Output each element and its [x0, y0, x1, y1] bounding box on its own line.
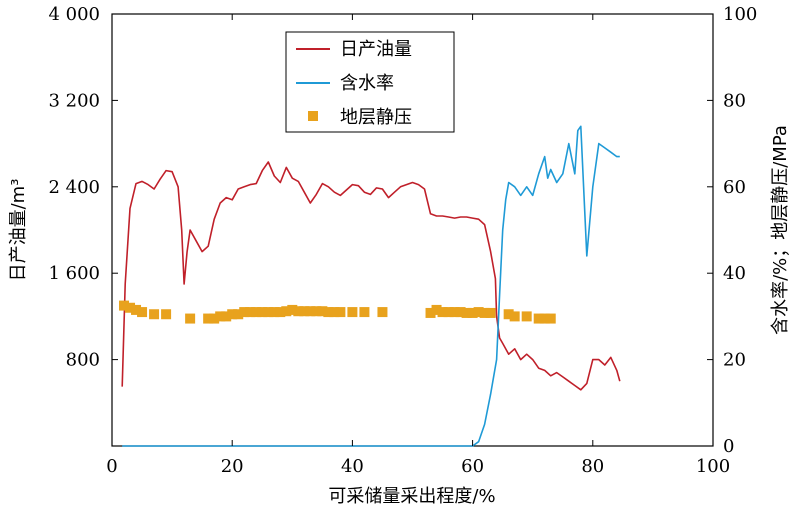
legend-swatch-pressure: [308, 111, 318, 121]
pressure-marker: [209, 313, 220, 324]
pressure-marker: [221, 311, 232, 322]
pressure-marker: [443, 307, 454, 318]
pressure-marker: [257, 307, 268, 318]
pressure-marker: [125, 302, 136, 313]
y-left-tick-label: 1 600: [48, 263, 100, 284]
pressure-marker: [431, 304, 442, 315]
pressure-marker: [239, 307, 250, 318]
pressure-marker: [485, 307, 496, 318]
pressure-marker: [305, 306, 316, 317]
pressure-marker: [359, 307, 370, 318]
series-line-0: [121, 161, 621, 391]
y-right-tick-label: 40: [723, 263, 746, 284]
y-right-tick-label: 60: [723, 177, 746, 198]
y-left-tick-label: 3 200: [48, 90, 100, 111]
pressure-marker: [467, 307, 478, 318]
pressure-marker: [293, 306, 304, 317]
pressure-marker: [245, 307, 256, 318]
pressure-marker: [539, 313, 550, 324]
pressure-marker: [185, 313, 196, 324]
x-tick-label: 0: [106, 456, 117, 477]
pressure-marker: [269, 307, 280, 318]
pressure-marker: [329, 307, 340, 318]
y-right-tick-label: 80: [723, 90, 746, 111]
series-line-1: [122, 125, 620, 447]
pressure-marker: [479, 307, 490, 318]
x-axis-title: 可采储量采出程度/%: [328, 486, 495, 507]
pressure-marker: [263, 307, 274, 318]
pressure-marker: [503, 309, 514, 320]
ticks-layer: 0 20 40 60 80 100 800 1 600 2 400 3 200 4 000 0 20 40…: [48, 4, 757, 477]
x-tick-label: 40: [341, 456, 364, 477]
pressure-marker: [131, 304, 142, 315]
pressure-marker: [533, 313, 544, 324]
pressure-marker: [311, 306, 322, 317]
pressure-marker: [323, 307, 334, 318]
pressure-marker: [137, 307, 148, 318]
legend-label-oil: 日产油量: [340, 39, 412, 60]
series-layer: [119, 125, 621, 447]
pressure-marker: [299, 306, 310, 317]
y-left-tick-label: 2 400: [48, 177, 100, 198]
pressure-marker: [335, 307, 346, 318]
pressure-marker: [317, 306, 328, 317]
pressure-marker: [251, 307, 262, 318]
y-left-tick-label: 4 000: [48, 4, 100, 25]
pressure-marker: [377, 307, 388, 318]
pressure-marker: [215, 311, 226, 322]
pressure-marker: [509, 311, 520, 322]
pressure-marker: [455, 307, 466, 318]
y-right-tick-label: 20: [723, 350, 746, 371]
y-right-tick-label: 0: [723, 436, 734, 457]
pressure-marker: [521, 311, 532, 322]
pressure-marker: [437, 307, 448, 318]
y-left-tick-label: 800: [66, 350, 100, 371]
pressure-marker: [161, 309, 172, 320]
legend-label-pressure: 地层静压: [340, 107, 412, 128]
y-axis-left-title: 日产油量/m³: [8, 179, 29, 282]
x-tick-label: 80: [581, 456, 604, 477]
x-tick-label: 20: [221, 456, 244, 477]
legend-label-water: 含水率: [340, 73, 394, 94]
x-tick-label: 100: [696, 456, 730, 477]
pressure-marker: [473, 307, 484, 318]
pressure-marker: [449, 307, 460, 318]
pressure-marker: [545, 313, 556, 324]
legend: 日产油量 含水率 地层静压: [285, 31, 455, 133]
pressure-marker: [275, 307, 286, 318]
pressure-marker: [119, 300, 130, 311]
pressure-marker: [287, 304, 298, 315]
pressure-marker: [281, 306, 292, 317]
pressure-marker: [461, 307, 472, 318]
pressure-marker: [425, 307, 436, 318]
pressure-marker: [227, 309, 238, 320]
pressure-marker: [347, 307, 358, 318]
x-tick-label: 60: [461, 456, 484, 477]
y-axis-right-title: 含水率/%；地层静压/MPa: [770, 125, 791, 335]
pressure-marker: [149, 309, 160, 320]
pressure-marker: [233, 309, 244, 320]
pressure-marker: [203, 313, 214, 324]
y-right-tick-label: 100: [723, 4, 757, 25]
